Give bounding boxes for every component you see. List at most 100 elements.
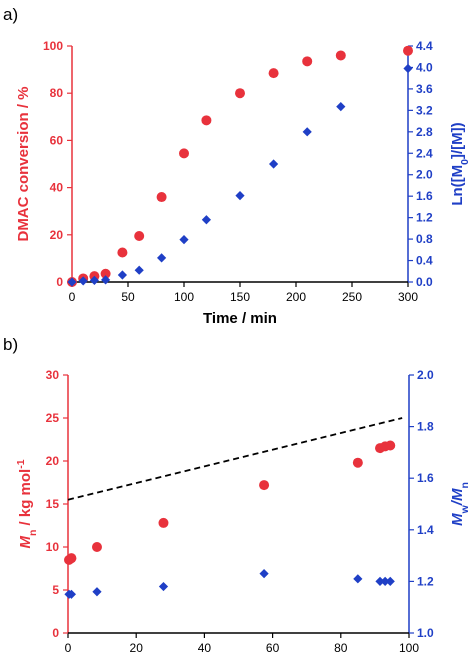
- panel-a: a) 0 50 100 150 200 250 300 0 20 40 60 80 100 0.0 0.4 0.…: [3, 5, 471, 327]
- y-right-tick-label: 1.0: [417, 626, 434, 640]
- data-point-circle: [156, 192, 167, 203]
- data-point-diamond: [158, 581, 169, 592]
- y-left-tick-label: 0: [56, 275, 63, 289]
- data-point-diamond: [101, 275, 111, 285]
- data-point-diamond: [201, 215, 211, 225]
- y-right-axis-label-part: ]/[M]): [449, 122, 466, 159]
- data-point-circle: [335, 50, 346, 61]
- y-left-axis-label: DMAC conversion / %: [15, 86, 32, 241]
- y-left-tick-label: 40: [50, 181, 64, 195]
- y-left-tick-label: 60: [50, 133, 64, 147]
- y-right-tick-label: 2.8: [416, 125, 433, 139]
- y-right-tick-label: 0.4: [416, 254, 433, 268]
- data-point-diamond: [134, 265, 144, 275]
- data-point-diamond: [78, 276, 88, 286]
- y-left-tick-label: 5: [52, 583, 59, 597]
- y-right-tick-label: 1.4: [417, 523, 434, 537]
- data-point-circle: [385, 440, 396, 451]
- x-axis-label: Time / min: [203, 310, 277, 327]
- data-point-diamond: [336, 102, 346, 112]
- y-left-tick-label: 10: [46, 540, 60, 554]
- data-point-circle: [179, 148, 189, 159]
- panel-b: b) 0 20 40 60 80 100 0 5 10 15 20 25 30 1.0 1.2 1.4 1.6 1.…: [3, 335, 471, 655]
- data-point-circle: [259, 480, 270, 491]
- y-right-tick-label: 1.2: [416, 211, 433, 225]
- x-tick-label: 100: [399, 641, 419, 655]
- panel-label: a): [3, 5, 18, 24]
- data-point-diamond: [353, 574, 363, 584]
- y-right-axis-label-part: /M: [449, 488, 466, 506]
- data-point-diamond: [117, 270, 127, 280]
- data-point-circle: [302, 56, 313, 67]
- data-point-diamond: [302, 127, 312, 137]
- data-point-circle: [268, 68, 279, 79]
- y-right-tick-label: 0.0: [416, 275, 433, 289]
- data-point-circle: [117, 247, 128, 258]
- data-point-diamond: [66, 589, 77, 599]
- x-tick-label: 250: [342, 290, 362, 304]
- y-right-tick-label: 2.0: [417, 368, 434, 382]
- y-right-axis-label-part: 0: [459, 159, 471, 165]
- y-left-axis-label-part: n: [27, 530, 39, 536]
- data-point-circle: [66, 553, 77, 564]
- y-right-axis-label-part: n: [459, 482, 471, 488]
- data-point-diamond: [385, 576, 395, 586]
- data-point-circle: [158, 517, 169, 528]
- x-tick-label: 300: [398, 290, 418, 304]
- x-tick-label: 0: [65, 641, 72, 655]
- data-point-circle: [403, 45, 413, 56]
- data-point-diamond: [67, 277, 77, 287]
- x-tick-label: 40: [198, 641, 212, 655]
- y-left-axis-label-part: / kg mol: [17, 469, 34, 530]
- y-right-tick-label: 0.8: [416, 232, 433, 246]
- y-left-tick-label: 30: [46, 368, 60, 382]
- data-point-diamond: [403, 63, 413, 74]
- data-point-diamond: [179, 235, 189, 245]
- data-point-circle: [352, 457, 363, 468]
- y-left-tick-label: 0: [52, 626, 59, 640]
- x-tick-label: 0: [69, 290, 76, 304]
- data-point-diamond: [92, 587, 102, 597]
- y-right-axis-label: Mw/Mn: [449, 482, 471, 526]
- data-point-diamond: [89, 275, 99, 285]
- data-point-circle: [91, 542, 102, 552]
- panel-label: b): [3, 335, 18, 354]
- data-point-diamond: [380, 576, 390, 586]
- data-point-circle: [235, 88, 245, 99]
- y-right-tick-label: 1.8: [417, 420, 434, 434]
- y-left-tick-label: 80: [50, 86, 64, 100]
- trend-line: [67, 417, 403, 501]
- y-right-tick-label: 4.0: [416, 60, 433, 74]
- y-right-tick-label: 1.6: [417, 471, 434, 485]
- y-left-tick-label: 15: [46, 497, 60, 511]
- y-right-axis-label-part: Ln([M: [449, 165, 466, 206]
- x-tick-label: 20: [130, 641, 144, 655]
- y-left-tick-label: 25: [46, 411, 60, 425]
- data-point-diamond: [375, 576, 385, 586]
- x-tick-label: 50: [121, 290, 135, 304]
- y-right-tick-label: 2.4: [416, 146, 433, 160]
- y-left-axis-label: Mn / kg mol-1: [15, 459, 39, 548]
- y-left-axis-label-part: -1: [15, 459, 27, 468]
- y-right-tick-label: 3.2: [416, 103, 433, 117]
- y-left-tick-label: 100: [43, 39, 63, 53]
- y-right-axis-label-part: w: [459, 504, 471, 514]
- y-right-tick-label: 3.6: [416, 82, 433, 96]
- y-left-tick-label: 20: [50, 228, 64, 242]
- data-point-diamond: [259, 569, 269, 579]
- data-point-circle: [100, 268, 111, 279]
- data-point-circle: [134, 230, 145, 241]
- x-tick-label: 200: [286, 290, 306, 304]
- x-tick-label: 150: [230, 290, 250, 304]
- y-right-tick-label: 1.6: [416, 189, 433, 203]
- x-tick-label: 80: [334, 641, 348, 655]
- data-point-diamond: [269, 159, 279, 169]
- x-tick-label: 100: [174, 290, 194, 304]
- y-left-tick-label: 20: [46, 454, 60, 468]
- data-point-diamond: [157, 253, 167, 263]
- y-right-axis-label: Ln([M0]/[M]): [449, 122, 471, 205]
- y-right-tick-label: 4.4: [416, 39, 433, 53]
- y-right-tick-label: 2.0: [416, 168, 433, 182]
- data-point-diamond: [235, 191, 245, 201]
